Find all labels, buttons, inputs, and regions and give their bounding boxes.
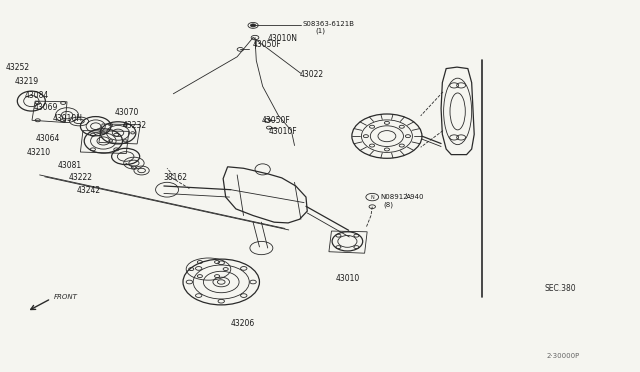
Text: FRONT: FRONT (54, 294, 77, 300)
Text: 43081: 43081 (58, 161, 81, 170)
Text: 43084: 43084 (24, 91, 49, 100)
Text: 43010: 43010 (335, 274, 360, 283)
Text: 43022: 43022 (300, 70, 324, 79)
Text: 43010N: 43010N (268, 34, 298, 43)
Text: ᴵA: ᴵA (405, 194, 412, 200)
Text: 43252: 43252 (5, 63, 29, 72)
Text: S08363-6121B: S08363-6121B (303, 20, 355, 26)
Text: 38162: 38162 (164, 173, 188, 182)
Text: 43050F: 43050F (253, 41, 282, 49)
Circle shape (250, 24, 255, 27)
Text: 43050F: 43050F (261, 116, 290, 125)
Text: 43219: 43219 (14, 77, 38, 86)
Text: 43232: 43232 (122, 121, 147, 129)
Text: 43070: 43070 (115, 108, 139, 118)
Text: 43242: 43242 (77, 186, 100, 195)
Text: 43064: 43064 (36, 134, 60, 143)
Text: 43010F: 43010F (269, 127, 298, 136)
Text: 43210: 43210 (27, 148, 51, 157)
Text: N08912-940: N08912-940 (380, 194, 424, 200)
Text: 43206: 43206 (231, 319, 255, 328)
Text: SEC.380: SEC.380 (544, 284, 576, 293)
Text: 43222: 43222 (69, 173, 93, 182)
Text: (8): (8) (384, 202, 394, 208)
Text: N: N (371, 195, 374, 199)
Text: 43069: 43069 (33, 103, 58, 112)
Text: (1): (1) (315, 28, 325, 34)
Text: 2·30000P: 2·30000P (546, 353, 579, 359)
Text: 43010H: 43010H (52, 114, 83, 123)
